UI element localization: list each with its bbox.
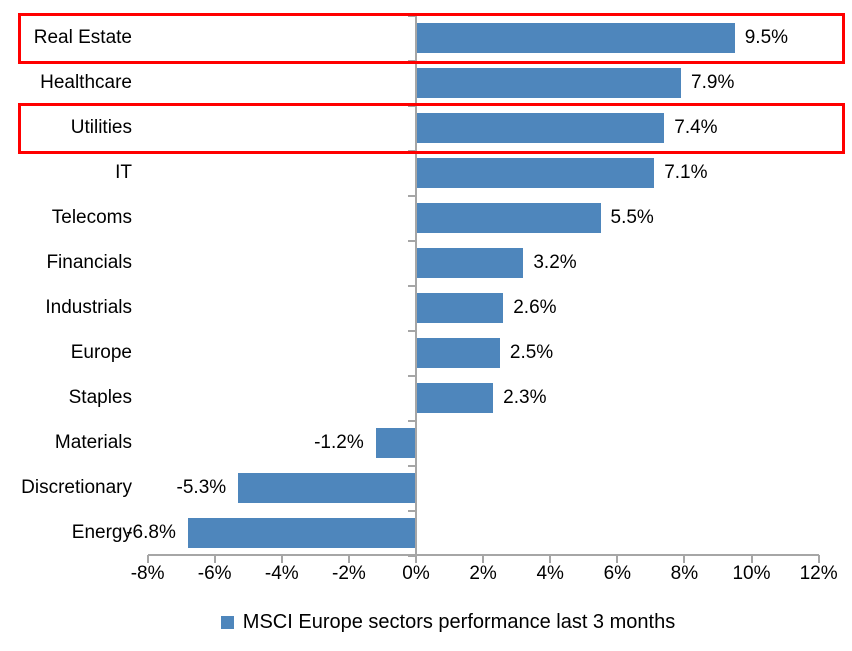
bar-real-estate xyxy=(416,22,735,53)
category-label-energy: Energy xyxy=(71,522,132,543)
x-tick-label--6-: -6% xyxy=(197,563,232,584)
x-tick-label--2-: -2% xyxy=(331,563,366,584)
value-label-it: 7.1% xyxy=(664,162,708,183)
bar-it xyxy=(416,157,655,188)
x-axis-tick xyxy=(280,555,283,563)
value-label-materials: -1.2% xyxy=(314,432,364,453)
x-tick-label-6-: 6% xyxy=(603,563,632,584)
y-axis-tick xyxy=(408,465,416,467)
category-label-utilities: Utilities xyxy=(70,117,132,138)
y-axis-tick xyxy=(408,105,416,107)
category-label-discretionary: Discretionary xyxy=(21,477,132,498)
y-axis-tick xyxy=(408,330,416,332)
y-axis-tick xyxy=(408,240,416,242)
y-axis-tick xyxy=(408,15,416,17)
category-label-telecoms: Telecoms xyxy=(51,207,132,228)
x-tick-label-8-: 8% xyxy=(670,563,699,584)
category-label-materials: Materials xyxy=(54,432,132,453)
x-tick-label--8-: -8% xyxy=(130,563,165,584)
y-axis-tick xyxy=(408,195,416,197)
x-axis-tick xyxy=(549,555,552,563)
x-axis-tick xyxy=(415,555,417,563)
highlight-box-utilities xyxy=(18,103,845,154)
category-label-financials: Financials xyxy=(46,252,132,273)
bar-europe xyxy=(416,337,500,368)
y-axis-tick xyxy=(408,510,416,512)
value-label-telecoms: 5.5% xyxy=(610,207,654,228)
bar-financials xyxy=(416,247,524,278)
category-label-it: IT xyxy=(115,162,132,183)
category-label-healthcare: Healthcare xyxy=(40,72,132,93)
y-axis-tick xyxy=(408,555,416,557)
y-axis-line xyxy=(415,15,417,555)
category-label-europe: Europe xyxy=(70,342,132,363)
value-label-healthcare: 7.9% xyxy=(691,72,735,93)
bar-utilities xyxy=(416,112,665,143)
x-axis-tick xyxy=(616,555,619,563)
chart-legend: MSCI Europe sectors performance last 3 m… xyxy=(22,611,852,634)
x-axis-tick xyxy=(347,555,350,563)
value-label-discretionary: -5.3% xyxy=(176,477,227,498)
y-axis-tick xyxy=(408,285,416,287)
x-axis-tick xyxy=(683,555,686,563)
bar-materials xyxy=(375,427,416,458)
bar-discretionary xyxy=(238,472,416,503)
bar-telecoms xyxy=(416,202,601,233)
category-label-industrials: Industrials xyxy=(45,297,132,318)
x-axis-tick xyxy=(750,555,753,563)
bar-energy xyxy=(187,517,416,548)
category-label-staples: Staples xyxy=(68,387,132,408)
legend-square-icon xyxy=(220,616,234,629)
category-label-real-estate: Real Estate xyxy=(33,27,132,48)
value-label-financials: 3.2% xyxy=(533,252,577,273)
x-axis-tick xyxy=(817,555,820,563)
value-label-europe: 2.5% xyxy=(509,342,554,363)
highlight-box-real-estate xyxy=(18,13,845,64)
legend-label: MSCI Europe sectors performance last 3 m… xyxy=(242,611,676,633)
value-label-industrials: 2.6% xyxy=(513,297,557,318)
y-axis-tick xyxy=(408,420,416,422)
bar-industrials xyxy=(416,292,504,323)
x-tick-label--4-: -4% xyxy=(264,563,299,584)
x-axis-tick xyxy=(213,555,216,563)
x-tick-label-4-: 4% xyxy=(536,563,564,584)
x-tick-label-10-: 10% xyxy=(732,563,771,584)
value-label-energy: -6.8% xyxy=(126,522,176,543)
bar-staples xyxy=(416,382,494,413)
value-label-staples: 2.3% xyxy=(503,387,547,408)
value-label-utilities: 7.4% xyxy=(674,117,718,138)
x-tick-label-12-: 12% xyxy=(799,563,838,584)
x-axis-tick xyxy=(146,555,149,563)
bar-healthcare xyxy=(416,67,682,98)
x-axis-tick xyxy=(482,555,485,563)
y-axis-tick xyxy=(408,375,416,377)
x-tick-label-0-: 0% xyxy=(402,563,430,584)
value-label-real-estate: 9.5% xyxy=(744,27,789,48)
x-tick-label-2-: 2% xyxy=(469,563,497,584)
